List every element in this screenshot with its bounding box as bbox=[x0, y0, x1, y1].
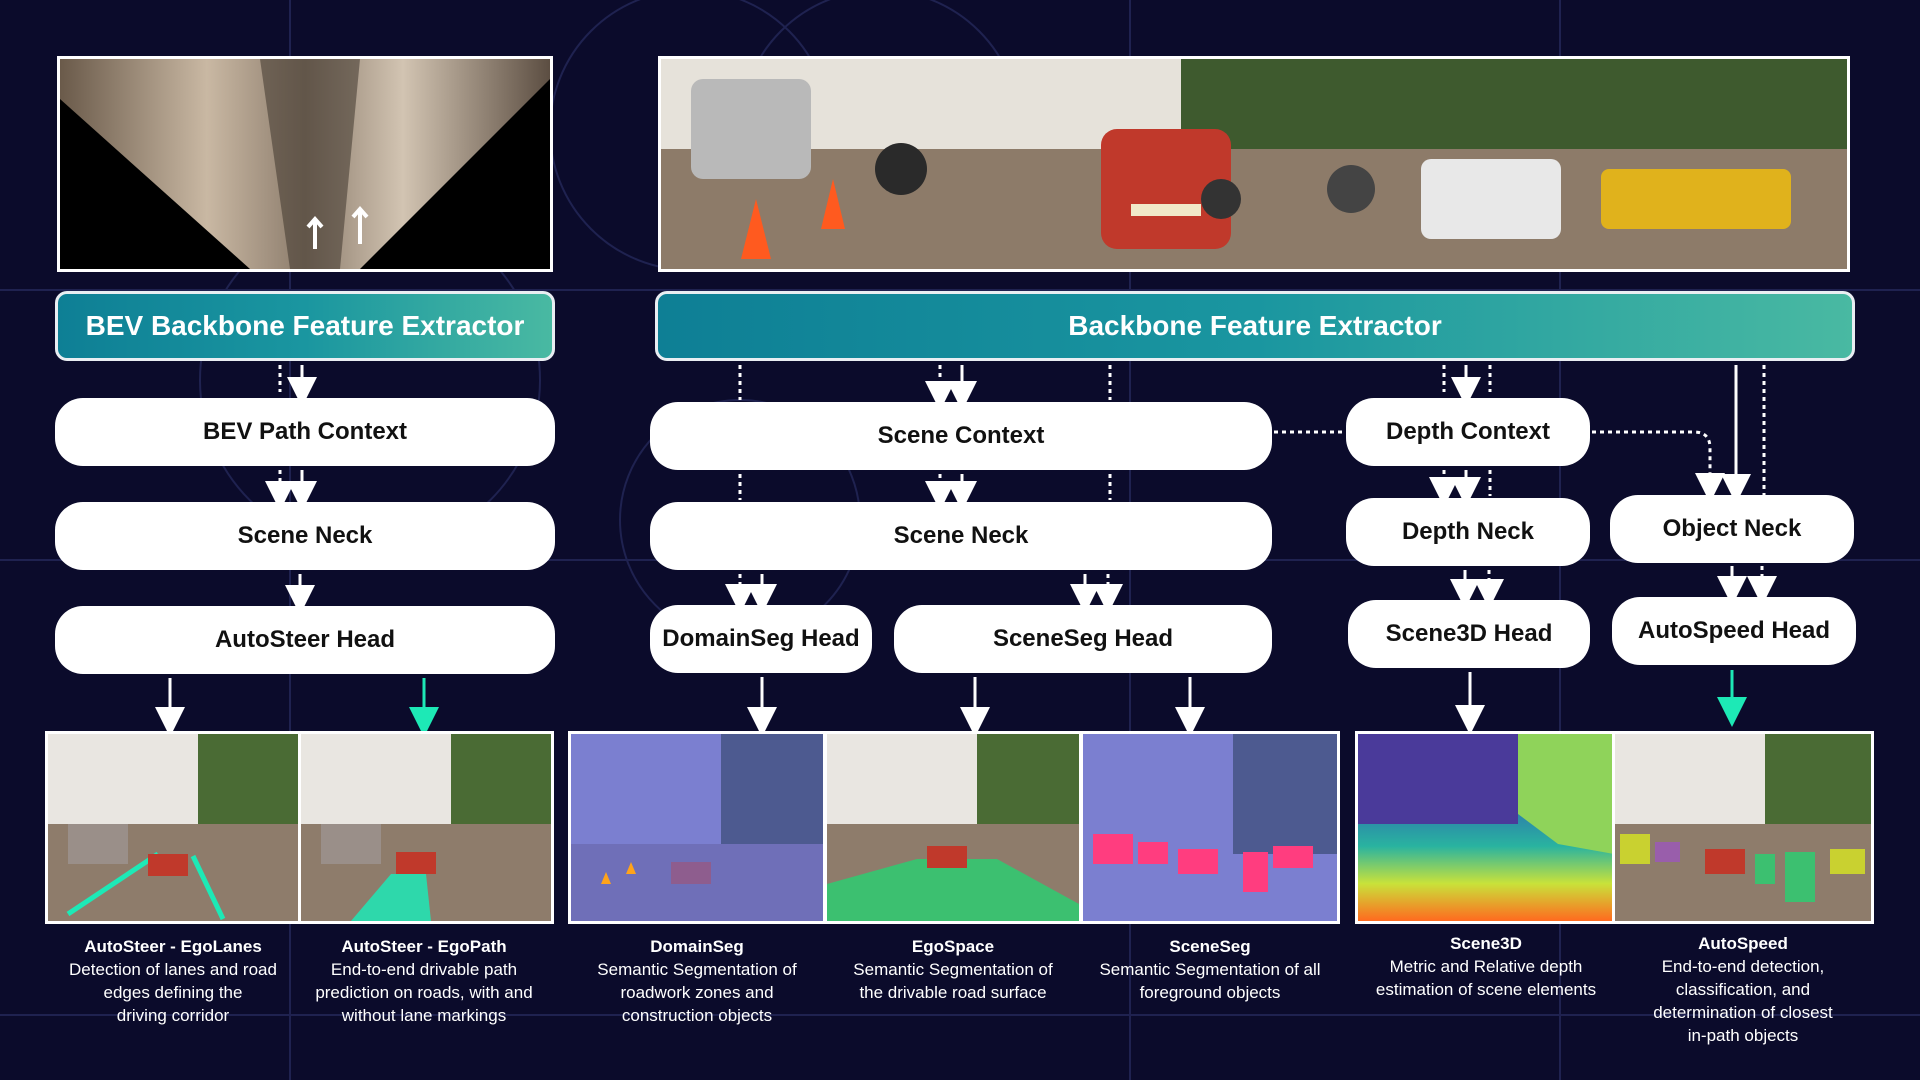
autospeed-head-label: AutoSpeed Head bbox=[1637, 617, 1831, 644]
autosteer-head-node: AutoSteer Head bbox=[55, 606, 555, 674]
autosteer-head-label: AutoSteer Head bbox=[214, 626, 396, 653]
autospeed-title: AutoSpeed bbox=[1698, 934, 1788, 953]
sceneseg-head-label: SceneSeg Head bbox=[992, 625, 1174, 652]
scene3d-title: Scene3D bbox=[1450, 934, 1522, 953]
autospeed-desc-line: determination of closest bbox=[1653, 1003, 1833, 1022]
egospace-caption: EgoSpace Semantic Segmentation of the dr… bbox=[824, 935, 1082, 1004]
egospace-desc-line: the drivable road surface bbox=[859, 983, 1047, 1002]
bev-scene-neck-node: Scene Neck bbox=[55, 502, 555, 570]
autospeed-desc-line: End-to-end detection, bbox=[1661, 957, 1825, 976]
scene-context-label: Scene Context bbox=[877, 422, 1045, 449]
depth-neck-node: Depth Neck bbox=[1346, 498, 1590, 566]
bev-backbone-feature-extractor: BEV Backbone Feature Extractor bbox=[55, 291, 555, 361]
domainseg-title: DomainSeg bbox=[650, 937, 744, 956]
scene-neck-label: Scene Neck bbox=[893, 522, 1029, 549]
backbone-feature-extractor: Backbone Feature Extractor bbox=[655, 291, 1855, 361]
egospace-title: EgoSpace bbox=[911, 937, 995, 956]
domainseg-desc-line: Semantic Segmentation of bbox=[597, 960, 797, 979]
scene-context-node: Scene Context bbox=[650, 402, 1272, 470]
egolanes-title: AutoSteer - EgoLanes bbox=[84, 937, 262, 956]
object-neck-node: Object Neck bbox=[1610, 495, 1854, 563]
sceneseg-output-image bbox=[1080, 731, 1340, 924]
bev-backbone-label: BEV Backbone Feature Extractor bbox=[85, 310, 525, 341]
egopath-output-image bbox=[298, 731, 554, 924]
scene3d-caption: Scene3D Metric and Relative depth estima… bbox=[1355, 932, 1617, 1001]
egopath-desc-line: without lane markings bbox=[341, 1006, 507, 1025]
egopath-title: AutoSteer - EgoPath bbox=[341, 937, 507, 956]
scene3d-head-node: Scene3D Head bbox=[1348, 600, 1590, 668]
scene-neck-node: Scene Neck bbox=[650, 502, 1272, 570]
egolanes-caption: AutoSteer - EgoLanes Detection of lanes … bbox=[45, 935, 301, 1027]
egopath-desc-line: prediction on roads, with and bbox=[315, 983, 533, 1002]
bev-input-image bbox=[57, 56, 553, 272]
scene3d-head-label: Scene3D Head bbox=[1385, 620, 1553, 647]
sceneseg-caption: SceneSeg Semantic Segmentation of all fo… bbox=[1080, 935, 1340, 1004]
egopath-caption: AutoSteer - EgoPath End-to-end drivable … bbox=[292, 935, 556, 1027]
depth-neck-label: Depth Neck bbox=[1401, 518, 1535, 545]
autospeed-desc-line: classification, and bbox=[1675, 980, 1811, 999]
bev-path-context-node: BEV Path Context bbox=[55, 398, 555, 466]
bev-scene-neck-label: Scene Neck bbox=[237, 522, 373, 549]
autospeed-desc-line: in-path objects bbox=[1687, 1026, 1799, 1045]
autospeed-caption: AutoSpeed End-to-end detection, classifi… bbox=[1612, 932, 1874, 1047]
domainseg-head-node: DomainSeg Head bbox=[650, 605, 872, 673]
street-input-image bbox=[658, 56, 1850, 272]
depth-context-label: Depth Context bbox=[1386, 418, 1550, 445]
domainseg-caption: DomainSeg Semantic Segmentation of roadw… bbox=[568, 935, 826, 1027]
domainseg-output-image bbox=[568, 731, 826, 924]
scene3d-desc-line: estimation of scene elements bbox=[1375, 980, 1597, 999]
egopath-desc-line: End-to-end drivable path bbox=[330, 960, 518, 979]
scene3d-output-image bbox=[1355, 731, 1617, 924]
object-neck-label: Object Neck bbox=[1662, 515, 1802, 542]
egospace-desc-line: Semantic Segmentation of bbox=[853, 960, 1053, 979]
egolanes-desc-line: Detection of lanes and road bbox=[69, 960, 277, 979]
bev-path-context-label: BEV Path Context bbox=[202, 418, 408, 445]
sceneseg-head-node: SceneSeg Head bbox=[894, 605, 1272, 673]
sceneseg-title: SceneSeg bbox=[1169, 937, 1251, 956]
autospeed-head-node: AutoSpeed Head bbox=[1612, 597, 1856, 665]
backbone-label: Backbone Feature Extractor bbox=[1068, 310, 1442, 341]
egolanes-desc-line: driving corridor bbox=[116, 1006, 230, 1025]
domainseg-desc-line: roadwork zones and bbox=[620, 983, 774, 1002]
depth-context-node: Depth Context bbox=[1346, 398, 1590, 466]
autospeed-output-image bbox=[1612, 731, 1874, 924]
egospace-output-image bbox=[824, 731, 1082, 924]
sceneseg-desc-line: foreground objects bbox=[1139, 983, 1281, 1002]
egolanes-output-image bbox=[45, 731, 301, 924]
domainseg-desc-line: construction objects bbox=[621, 1006, 773, 1025]
domainseg-head-label: DomainSeg Head bbox=[662, 625, 860, 652]
scene3d-desc-line: Metric and Relative depth bbox=[1389, 957, 1583, 976]
sceneseg-desc-line: Semantic Segmentation of all bbox=[1099, 960, 1321, 979]
egolanes-desc-line: edges defining the bbox=[103, 983, 243, 1002]
